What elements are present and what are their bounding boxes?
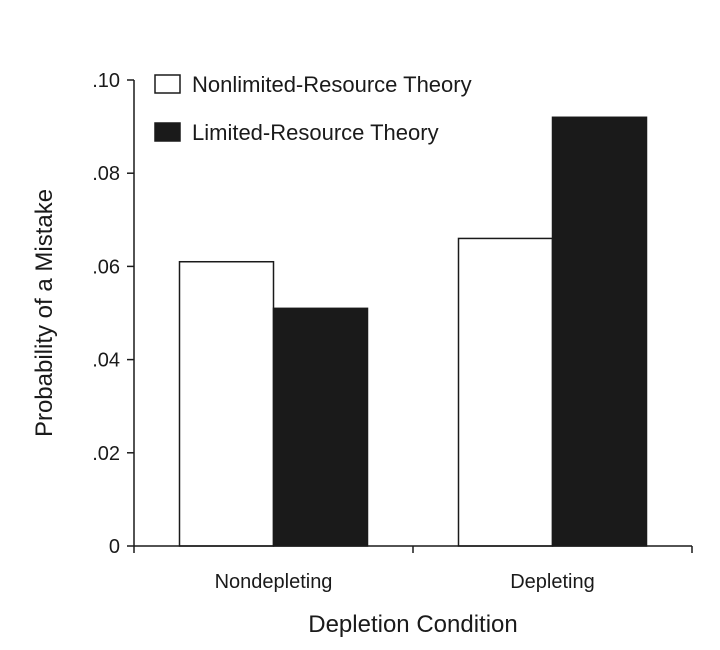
category-label-depleting: Depleting (510, 571, 595, 593)
bar-depleting-limited-resource-theory (551, 116, 648, 547)
bar-nondepleting-nonlimited-resource-theory (178, 260, 275, 547)
category-labels: Nondepleting Depleting (215, 571, 595, 593)
x-axis-ticks (133, 546, 693, 553)
y-axis-ticks: 0 .02 .04 .06 .08 .10 (92, 70, 134, 558)
legend: Nonlimited-Resource Theory Limited-Resour… (154, 72, 472, 145)
bars (178, 116, 648, 547)
legend-swatch (154, 122, 181, 142)
y-axis-title: Probability of a Mistake (31, 189, 58, 437)
bar-nondepleting-limited-resource-theory (272, 307, 369, 547)
y-tick-label: .08 (92, 163, 120, 185)
bar-depleting-nonlimited-resource-theory (457, 237, 554, 547)
y-tick-label: .02 (92, 443, 120, 465)
legend-label: Nonlimited-Resource Theory (192, 72, 472, 97)
y-tick-label: .06 (92, 256, 120, 278)
y-tick-label: .10 (92, 70, 120, 92)
y-tick-label: 0 (109, 536, 120, 558)
legend-swatch (154, 74, 181, 94)
category-label-nondepleting: Nondepleting (215, 571, 333, 593)
y-tick-label: .04 (92, 350, 120, 372)
legend-label: Limited-Resource Theory (192, 120, 439, 145)
x-axis-title: Depletion Condition (308, 611, 517, 638)
